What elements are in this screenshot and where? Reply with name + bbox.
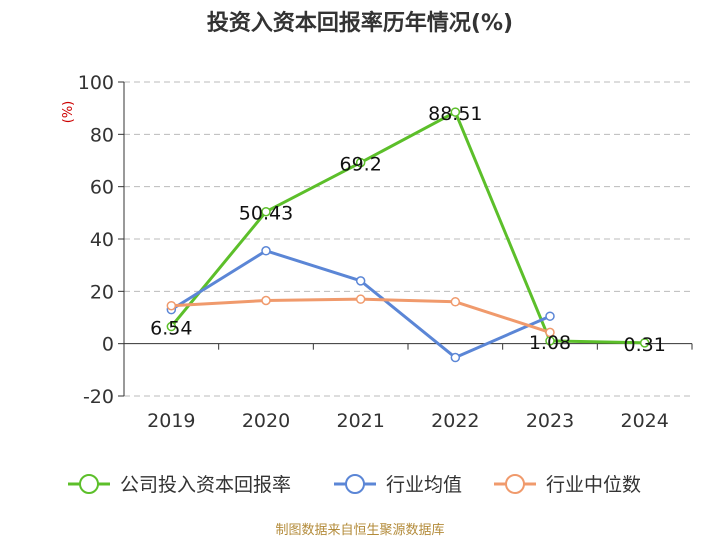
chart-title: 投资入资本回报率历年情况(%) bbox=[207, 10, 513, 36]
legend[interactable]: 公司投入资本回报率 行业均值 行业中位数 bbox=[68, 474, 641, 496]
data-labels: 6.54 50.43 69.2 88.51 1.08 0.31 bbox=[150, 103, 666, 356]
grid bbox=[124, 81, 692, 397]
x-tick-label: 2024 bbox=[620, 410, 668, 432]
y-tick-label: 60 bbox=[90, 177, 114, 199]
data-label: 0.31 bbox=[624, 334, 666, 356]
data-label: 69.2 bbox=[340, 154, 382, 176]
data-label: 6.54 bbox=[150, 318, 192, 340]
data-point bbox=[545, 311, 555, 321]
data-point bbox=[261, 246, 271, 256]
data-label: 50.43 bbox=[239, 203, 293, 225]
x-tick-label: 2022 bbox=[431, 410, 479, 432]
y-tick-label: 20 bbox=[90, 281, 114, 303]
legend-label: 公司投入资本回报率 bbox=[120, 474, 291, 496]
x-tick-label: 2023 bbox=[526, 410, 574, 432]
y-tick-label: 0 bbox=[102, 334, 114, 356]
data-point bbox=[261, 206, 271, 217]
data-point bbox=[639, 338, 650, 348]
data-point bbox=[450, 107, 461, 117]
data-point bbox=[166, 321, 177, 332]
legend-item-2[interactable]: 行业中位数 bbox=[494, 474, 641, 496]
axes: -20 0 20 40 60 80 100 2019 2020 2021 2022 2023 2024 bbox=[78, 72, 693, 432]
data-point bbox=[166, 300, 177, 311]
data-point bbox=[261, 295, 271, 306]
data-point bbox=[450, 297, 461, 307]
y-tick-label: -20 bbox=[83, 386, 114, 408]
x-tick-label: 2020 bbox=[242, 410, 290, 432]
legend-item-0[interactable]: 公司投入资本回报率 bbox=[68, 474, 291, 496]
legend-marker bbox=[79, 474, 99, 494]
series bbox=[166, 107, 650, 363]
legend-item-1[interactable]: 行业均值 bbox=[334, 474, 462, 496]
legend-marker bbox=[505, 474, 525, 494]
legend-marker bbox=[345, 474, 365, 494]
source-note: 制图数据来自恒生聚源数据库 bbox=[275, 522, 444, 538]
x-tick-label: 2019 bbox=[147, 410, 195, 432]
series-line-0 bbox=[170, 110, 645, 345]
data-point bbox=[355, 157, 366, 168]
data-label: 88.51 bbox=[428, 103, 482, 125]
series-line-2 bbox=[171, 297, 551, 334]
series-line-1 bbox=[170, 249, 551, 360]
y-axis-unit: (%) bbox=[61, 101, 76, 124]
data-label: 1.08 bbox=[529, 332, 571, 354]
data-point bbox=[545, 327, 555, 338]
data-point bbox=[355, 294, 366, 304]
legend-label: 行业均值 bbox=[386, 474, 462, 496]
data-point bbox=[355, 276, 366, 286]
data-point bbox=[450, 352, 461, 363]
legend-label: 行业中位数 bbox=[546, 474, 641, 496]
y-tick-label: 80 bbox=[90, 124, 114, 146]
y-tick-label: 40 bbox=[90, 229, 114, 251]
x-tick-label: 2021 bbox=[336, 410, 384, 432]
y-tick-label: 100 bbox=[78, 72, 114, 94]
